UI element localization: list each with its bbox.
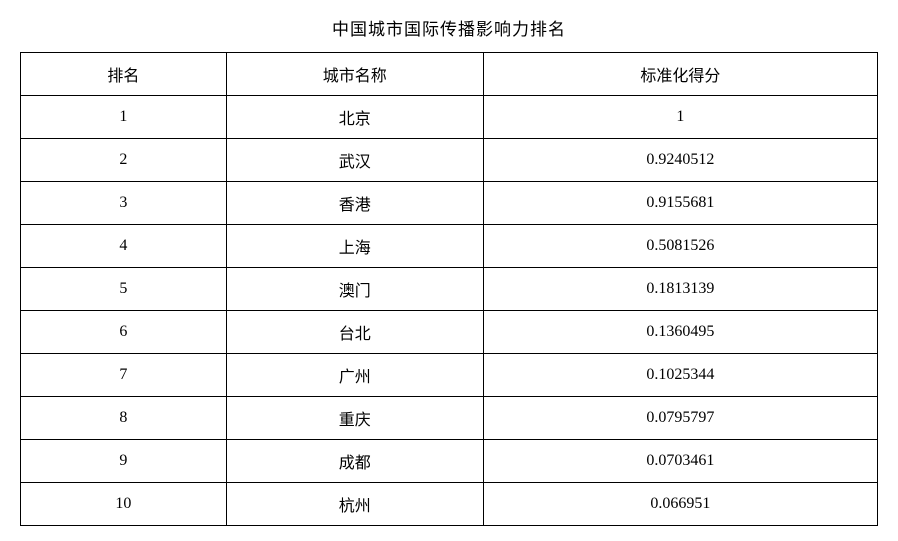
table-row: 3香港0.9155681 xyxy=(21,182,878,225)
cell-rank: 6 xyxy=(21,311,227,354)
cell-city: 香港 xyxy=(226,182,483,225)
cell-city: 杭州 xyxy=(226,483,483,526)
table-row: 7广州0.1025344 xyxy=(21,354,878,397)
table-row: 2武汉0.9240512 xyxy=(21,139,878,182)
cell-city: 武汉 xyxy=(226,139,483,182)
table-header-row: 排名 城市名称 标准化得分 xyxy=(21,53,878,96)
table-row: 4上海0.5081526 xyxy=(21,225,878,268)
cell-score: 0.5081526 xyxy=(483,225,877,268)
header-rank: 排名 xyxy=(21,53,227,96)
cell-score: 0.9155681 xyxy=(483,182,877,225)
table-row: 5澳门0.1813139 xyxy=(21,268,878,311)
cell-score: 0.066951 xyxy=(483,483,877,526)
table-row: 1北京1 xyxy=(21,96,878,139)
cell-city: 广州 xyxy=(226,354,483,397)
cell-city: 澳门 xyxy=(226,268,483,311)
cell-rank: 9 xyxy=(21,440,227,483)
cell-rank: 5 xyxy=(21,268,227,311)
cell-city: 成都 xyxy=(226,440,483,483)
cell-rank: 8 xyxy=(21,397,227,440)
table-body: 1北京12武汉0.92405123香港0.91556814上海0.5081526… xyxy=(21,96,878,526)
cell-score: 0.0703461 xyxy=(483,440,877,483)
cell-score: 0.9240512 xyxy=(483,139,877,182)
cell-rank: 3 xyxy=(21,182,227,225)
table-row: 9成都0.0703461 xyxy=(21,440,878,483)
header-score: 标准化得分 xyxy=(483,53,877,96)
cell-score: 0.1025344 xyxy=(483,354,877,397)
cell-city: 台北 xyxy=(226,311,483,354)
cell-rank: 4 xyxy=(21,225,227,268)
cell-city: 上海 xyxy=(226,225,483,268)
cell-rank: 10 xyxy=(21,483,227,526)
cell-rank: 2 xyxy=(21,139,227,182)
table-title: 中国城市国际传播影响力排名 xyxy=(20,15,878,40)
cell-rank: 7 xyxy=(21,354,227,397)
table-row: 10杭州0.066951 xyxy=(21,483,878,526)
table-row: 6台北0.1360495 xyxy=(21,311,878,354)
cell-score: 0.0795797 xyxy=(483,397,877,440)
cell-score: 0.1360495 xyxy=(483,311,877,354)
table-row: 8重庆0.0795797 xyxy=(21,397,878,440)
cell-rank: 1 xyxy=(21,96,227,139)
header-city: 城市名称 xyxy=(226,53,483,96)
cell-city: 北京 xyxy=(226,96,483,139)
cell-score: 1 xyxy=(483,96,877,139)
cell-city: 重庆 xyxy=(226,397,483,440)
cell-score: 0.1813139 xyxy=(483,268,877,311)
ranking-table: 排名 城市名称 标准化得分 1北京12武汉0.92405123香港0.91556… xyxy=(20,52,878,526)
